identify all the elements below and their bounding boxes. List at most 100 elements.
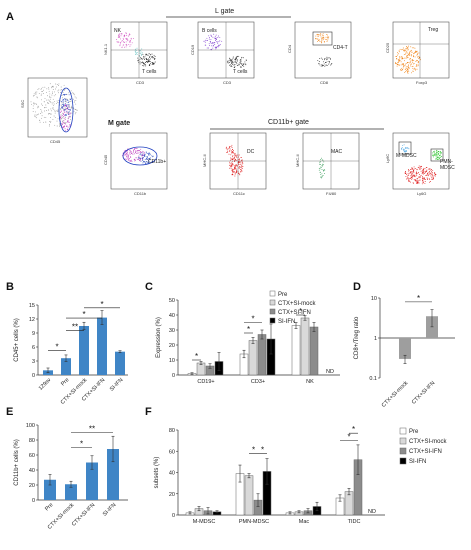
- event-dot: [412, 173, 414, 175]
- chart-b-tick-label: 6: [32, 345, 35, 351]
- event-dot: [245, 60, 247, 61]
- event-dot: [68, 94, 70, 96]
- event-dot: [409, 51, 411, 53]
- event-dot: [320, 57, 322, 59]
- event-dot: [61, 115, 63, 117]
- event-dot: [145, 152, 147, 154]
- event-dot: [431, 174, 433, 176]
- event-dot: [206, 47, 208, 49]
- event-dot: [49, 83, 51, 85]
- event-dot: [116, 39, 118, 41]
- chart-c-tick-label: 50: [169, 298, 175, 304]
- event-dot: [212, 45, 214, 47]
- event-dot: [123, 150, 125, 152]
- events-tcells: [137, 53, 156, 67]
- event-dot: [69, 98, 71, 100]
- chart-c-tick-label: 0: [172, 373, 175, 379]
- chart-e-significance-star: **: [89, 425, 95, 434]
- event-dot: [64, 122, 66, 124]
- event-dot: [68, 113, 70, 114]
- axis-p0y: SSC: [20, 100, 25, 108]
- event-dot: [134, 153, 135, 155]
- event-dot: [209, 45, 211, 47]
- event-dot: [234, 59, 236, 61]
- event-dot: [134, 50, 136, 52]
- event-dot: [407, 54, 409, 56]
- event-dot: [327, 37, 329, 39]
- event-dot: [229, 145, 231, 147]
- event-dot: [234, 161, 235, 163]
- event-dot: [232, 171, 234, 173]
- event-dot: [429, 171, 430, 172]
- event-dot: [243, 63, 245, 65]
- event-dot: [318, 61, 320, 62]
- event-dot: [142, 150, 144, 152]
- event-dot: [125, 153, 127, 155]
- event-dot: [138, 152, 140, 154]
- event-dot: [68, 103, 70, 105]
- chart-b-tick-label: 3: [32, 359, 35, 365]
- event-dot: [35, 92, 37, 94]
- event-dot: [411, 172, 412, 174]
- event-dot: [425, 171, 427, 172]
- chart-c-x-label: CD3+: [251, 379, 265, 385]
- event-dot: [139, 150, 140, 152]
- event-dot: [434, 154, 436, 156]
- event-dot: [424, 170, 426, 172]
- event-dot: [66, 107, 67, 109]
- event-dot: [205, 44, 207, 46]
- event-dot: [438, 157, 440, 159]
- event-dot: [140, 160, 142, 162]
- event-dot: [153, 58, 155, 60]
- event-dot: [432, 154, 434, 156]
- event-dot: [71, 105, 72, 107]
- event-dot: [415, 51, 417, 53]
- event-dot: [414, 174, 416, 176]
- event-dot: [395, 61, 396, 63]
- event-dot: [64, 97, 66, 99]
- event-dot: [319, 40, 320, 42]
- event-dot: [66, 110, 68, 112]
- event-dot: [434, 150, 436, 152]
- event-dot: [234, 172, 236, 174]
- event-dot: [325, 62, 326, 64]
- event-dot: [67, 114, 69, 115]
- chart-b-significance-star: *: [82, 310, 85, 319]
- event-dot: [323, 161, 325, 163]
- event-dot: [398, 58, 400, 60]
- event-dot: [140, 152, 142, 154]
- event-dot: [208, 37, 210, 39]
- event-dot: [400, 64, 402, 66]
- event-dot: [32, 105, 34, 107]
- event-dot: [139, 160, 141, 162]
- event-dot: [119, 44, 121, 46]
- event-dot: [143, 57, 145, 59]
- event-dot: [145, 151, 147, 153]
- event-dot: [327, 60, 329, 62]
- chart-f-bar: [344, 491, 354, 516]
- event-dot: [231, 169, 233, 171]
- event-dot: [216, 45, 218, 47]
- event-dot: [418, 167, 420, 168]
- chart-c-significance-star: *: [247, 325, 250, 334]
- event-dot: [37, 88, 39, 90]
- event-dot: [32, 111, 34, 113]
- event-dot: [419, 169, 421, 171]
- event-dot: [154, 59, 156, 61]
- event-dot: [235, 154, 237, 156]
- event-dot: [243, 65, 245, 67]
- event-dot: [231, 158, 233, 160]
- event-dot: [236, 172, 238, 174]
- chart-f-significance-star: *: [261, 445, 264, 454]
- event-dot: [395, 55, 397, 57]
- events-nk-t: [134, 47, 144, 57]
- event-dot: [72, 91, 74, 93]
- event-dot: [121, 154, 123, 156]
- event-dot: [71, 112, 73, 114]
- pmn-gate: [430, 148, 444, 162]
- event-dot: [398, 50, 400, 52]
- event-dot: [424, 178, 426, 180]
- event-dot: [154, 58, 156, 60]
- event-dot: [129, 40, 131, 42]
- event-dot: [50, 102, 52, 104]
